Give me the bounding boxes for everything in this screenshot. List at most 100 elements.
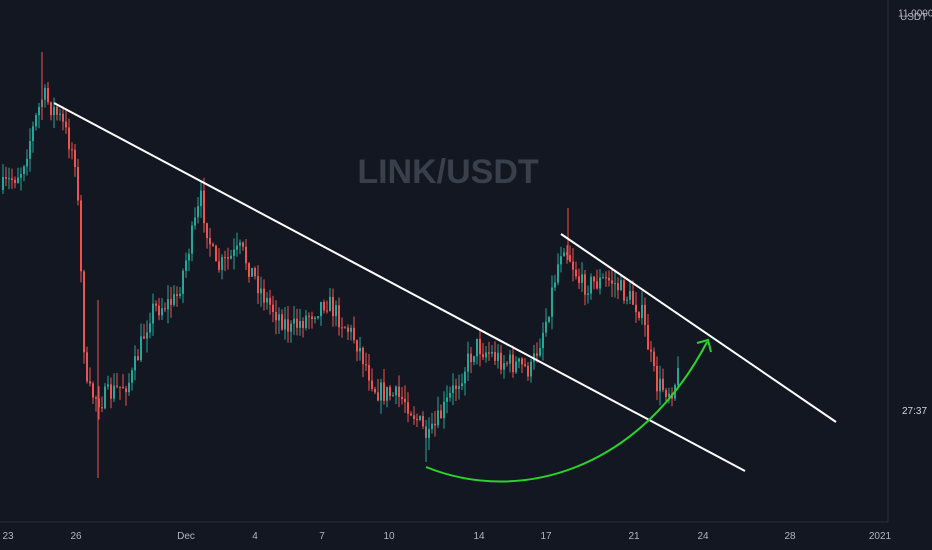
candle-body xyxy=(119,386,121,388)
candle-body xyxy=(137,356,139,361)
candle-body xyxy=(47,88,49,103)
currency-label: USDT xyxy=(900,12,927,23)
candle-body xyxy=(356,340,358,352)
candle-body xyxy=(458,386,460,389)
candle-body xyxy=(353,327,355,341)
candle-body xyxy=(656,365,658,392)
candle-body xyxy=(101,407,103,409)
candle-body xyxy=(122,387,124,389)
candle-body xyxy=(491,352,493,354)
candle-body xyxy=(191,225,193,254)
candle-body xyxy=(230,255,232,259)
candle-body xyxy=(176,294,178,296)
candle-body xyxy=(350,327,352,332)
x-tick-6: 14 xyxy=(473,531,485,542)
candle-body xyxy=(266,297,268,303)
time-axis[interactable]: 23 26 Dec 4 7 10 14 17 21 24 28 2021 xyxy=(0,521,892,542)
candle-body xyxy=(110,384,112,399)
candle-body xyxy=(461,383,463,387)
x-tick-1: 26 xyxy=(70,531,82,542)
candle-body xyxy=(464,371,466,384)
candle-body xyxy=(305,315,307,328)
candle-body xyxy=(485,352,487,358)
candle-body xyxy=(641,304,643,318)
candle-body xyxy=(302,321,304,328)
candle-body xyxy=(419,416,421,421)
candle-body xyxy=(626,299,628,301)
candle-body xyxy=(650,349,652,352)
candle-body xyxy=(584,274,586,295)
candle-body xyxy=(476,338,478,357)
candle-body xyxy=(599,277,601,289)
candle-body xyxy=(212,244,214,246)
candle-body xyxy=(113,385,115,399)
candle-body xyxy=(530,361,532,377)
candle-body xyxy=(647,325,649,350)
candle-body xyxy=(380,382,382,401)
candle-body xyxy=(401,396,403,399)
candle-body xyxy=(254,267,256,277)
candle-body xyxy=(11,178,13,180)
candle-body xyxy=(281,314,283,330)
candle-body xyxy=(389,387,391,396)
candle-body xyxy=(473,356,475,362)
candle-body xyxy=(575,269,577,277)
candle-body xyxy=(581,274,583,283)
candle-body xyxy=(245,246,247,264)
candle-body xyxy=(500,352,502,370)
candle-body xyxy=(218,261,220,270)
candle-body xyxy=(314,317,316,320)
candle-body xyxy=(5,177,7,179)
candle-body xyxy=(440,410,442,419)
x-tick-10: 28 xyxy=(784,531,796,542)
candle-body xyxy=(404,398,406,403)
candle-body xyxy=(527,365,529,377)
candle-body xyxy=(341,327,343,329)
candle-body xyxy=(161,308,163,316)
candle-body xyxy=(623,280,625,301)
candle-body xyxy=(221,257,223,270)
candle-body xyxy=(209,238,211,245)
candle-body xyxy=(662,378,664,390)
candle-body xyxy=(260,288,262,294)
candle-body xyxy=(548,316,550,322)
candle-body xyxy=(455,385,457,389)
trendline-0 xyxy=(53,102,746,472)
candle-body xyxy=(92,383,94,398)
candle-body xyxy=(482,354,484,358)
candle-body xyxy=(512,354,514,373)
candle-body xyxy=(56,106,58,115)
candle-body xyxy=(248,263,250,277)
chart-title: LINK/USDT xyxy=(357,153,539,191)
candle-body xyxy=(488,352,490,354)
candle-body xyxy=(398,386,400,397)
candle-body xyxy=(569,255,571,262)
candle-body xyxy=(503,363,505,370)
candle-body xyxy=(14,179,16,183)
candle-body xyxy=(35,115,37,127)
candle-body xyxy=(155,303,157,306)
candle-body xyxy=(587,293,589,295)
candle-body xyxy=(272,304,274,313)
candle-body xyxy=(2,177,4,190)
candle-body xyxy=(278,314,280,321)
candle-body xyxy=(323,302,325,311)
candle-body xyxy=(329,296,331,312)
candle-body xyxy=(320,302,322,317)
candle-body xyxy=(146,332,148,339)
price-axis[interactable]: USDT 17.000016.000015.500015.000014.5000… xyxy=(887,0,932,522)
candle-body xyxy=(545,321,547,333)
candle-body xyxy=(653,351,655,366)
candle-body xyxy=(206,223,208,239)
candle-body xyxy=(413,415,415,419)
candle-body xyxy=(197,206,199,218)
candle-body xyxy=(614,283,616,285)
candle-body xyxy=(167,299,169,310)
candle-body xyxy=(296,318,298,328)
candle-body xyxy=(290,323,292,332)
candle-body xyxy=(89,381,91,384)
candle-body xyxy=(233,249,235,256)
candle-body xyxy=(374,388,376,393)
candle-body xyxy=(392,395,394,397)
